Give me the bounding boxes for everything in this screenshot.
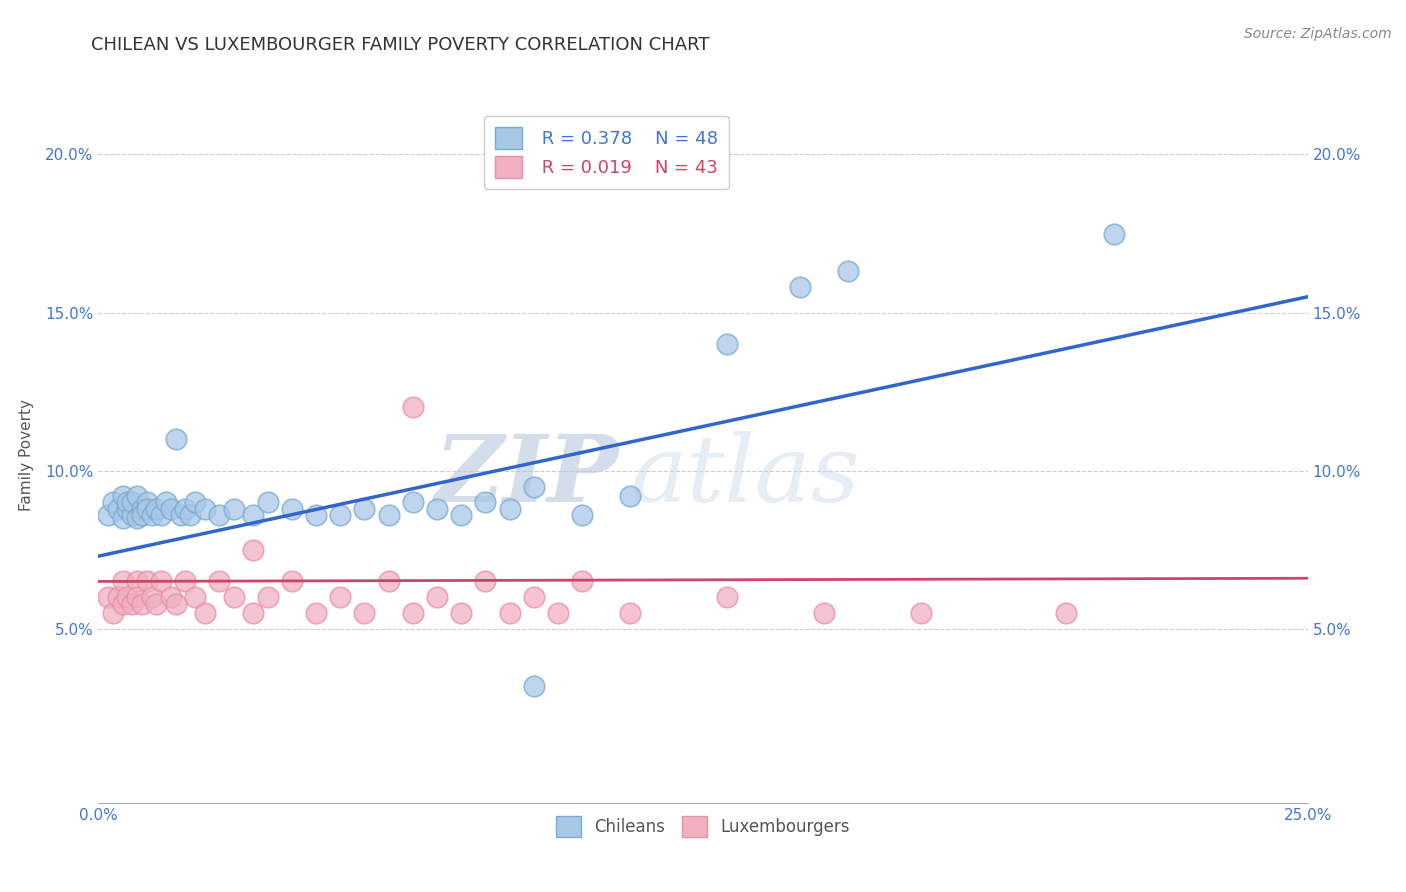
Point xyxy=(716,591,738,605)
Point xyxy=(121,508,143,522)
Point xyxy=(127,511,149,525)
Point xyxy=(619,489,641,503)
Point xyxy=(256,495,278,509)
Point xyxy=(498,501,520,516)
Point xyxy=(169,508,191,522)
Point xyxy=(377,574,399,589)
Point xyxy=(97,591,120,605)
Point xyxy=(789,280,811,294)
Point xyxy=(242,508,264,522)
Point xyxy=(242,606,264,620)
Point xyxy=(208,508,231,522)
Point xyxy=(107,501,129,516)
Point xyxy=(150,508,173,522)
Point xyxy=(281,501,304,516)
Point xyxy=(329,591,352,605)
Point xyxy=(281,574,304,589)
Point xyxy=(256,591,278,605)
Point xyxy=(184,591,207,605)
Point xyxy=(813,606,835,620)
Point xyxy=(242,542,264,557)
Point xyxy=(135,574,157,589)
Point xyxy=(1102,227,1125,241)
Point xyxy=(1054,606,1077,620)
Point xyxy=(619,606,641,620)
Point xyxy=(523,479,546,493)
Point xyxy=(174,574,197,589)
Text: Source: ZipAtlas.com: Source: ZipAtlas.com xyxy=(1244,27,1392,41)
Point xyxy=(184,495,207,509)
Point xyxy=(305,508,328,522)
Point xyxy=(402,495,425,509)
Point xyxy=(117,495,139,509)
Point xyxy=(402,401,425,415)
Point xyxy=(474,574,496,589)
Point xyxy=(165,432,187,446)
Point xyxy=(402,606,425,620)
Point xyxy=(194,606,217,620)
Point xyxy=(222,591,245,605)
Point xyxy=(131,508,153,522)
Point xyxy=(450,606,472,620)
Point xyxy=(127,489,149,503)
Y-axis label: Family Poverty: Family Poverty xyxy=(20,399,34,511)
Point xyxy=(174,501,197,516)
Point xyxy=(547,606,569,620)
Text: ZIP: ZIP xyxy=(434,431,619,521)
Point xyxy=(329,508,352,522)
Text: CHILEAN VS LUXEMBOURGER FAMILY POVERTY CORRELATION CHART: CHILEAN VS LUXEMBOURGER FAMILY POVERTY C… xyxy=(91,36,710,54)
Point xyxy=(426,501,449,516)
Point xyxy=(121,495,143,509)
Point xyxy=(101,606,124,620)
Point xyxy=(155,495,177,509)
Point xyxy=(571,508,593,522)
Point xyxy=(837,264,859,278)
Point xyxy=(101,495,124,509)
Point xyxy=(160,591,183,605)
Point xyxy=(353,501,375,516)
Point xyxy=(208,574,231,589)
Point xyxy=(145,597,167,611)
Point xyxy=(426,591,449,605)
Point xyxy=(117,501,139,516)
Point xyxy=(910,606,932,620)
Point xyxy=(150,574,173,589)
Point xyxy=(474,495,496,509)
Point xyxy=(523,679,546,693)
Point xyxy=(127,574,149,589)
Point xyxy=(127,591,149,605)
Point xyxy=(111,574,134,589)
Point xyxy=(305,606,328,620)
Point xyxy=(117,591,139,605)
Legend: Chileans, Luxembourgers: Chileans, Luxembourgers xyxy=(550,810,856,843)
Point xyxy=(141,508,163,522)
Point xyxy=(523,591,546,605)
Point xyxy=(97,508,120,522)
Point xyxy=(131,501,153,516)
Point xyxy=(222,501,245,516)
Point xyxy=(498,606,520,620)
Point xyxy=(135,495,157,509)
Point xyxy=(131,597,153,611)
Point xyxy=(145,501,167,516)
Point xyxy=(179,508,201,522)
Point xyxy=(111,597,134,611)
Point xyxy=(135,501,157,516)
Point xyxy=(111,511,134,525)
Point xyxy=(716,337,738,351)
Point xyxy=(450,508,472,522)
Point xyxy=(377,508,399,522)
Text: atlas: atlas xyxy=(630,431,860,521)
Point xyxy=(141,591,163,605)
Point xyxy=(160,501,183,516)
Point xyxy=(194,501,217,516)
Point xyxy=(571,574,593,589)
Point xyxy=(121,597,143,611)
Point xyxy=(165,597,187,611)
Point xyxy=(107,591,129,605)
Point xyxy=(111,489,134,503)
Point xyxy=(353,606,375,620)
